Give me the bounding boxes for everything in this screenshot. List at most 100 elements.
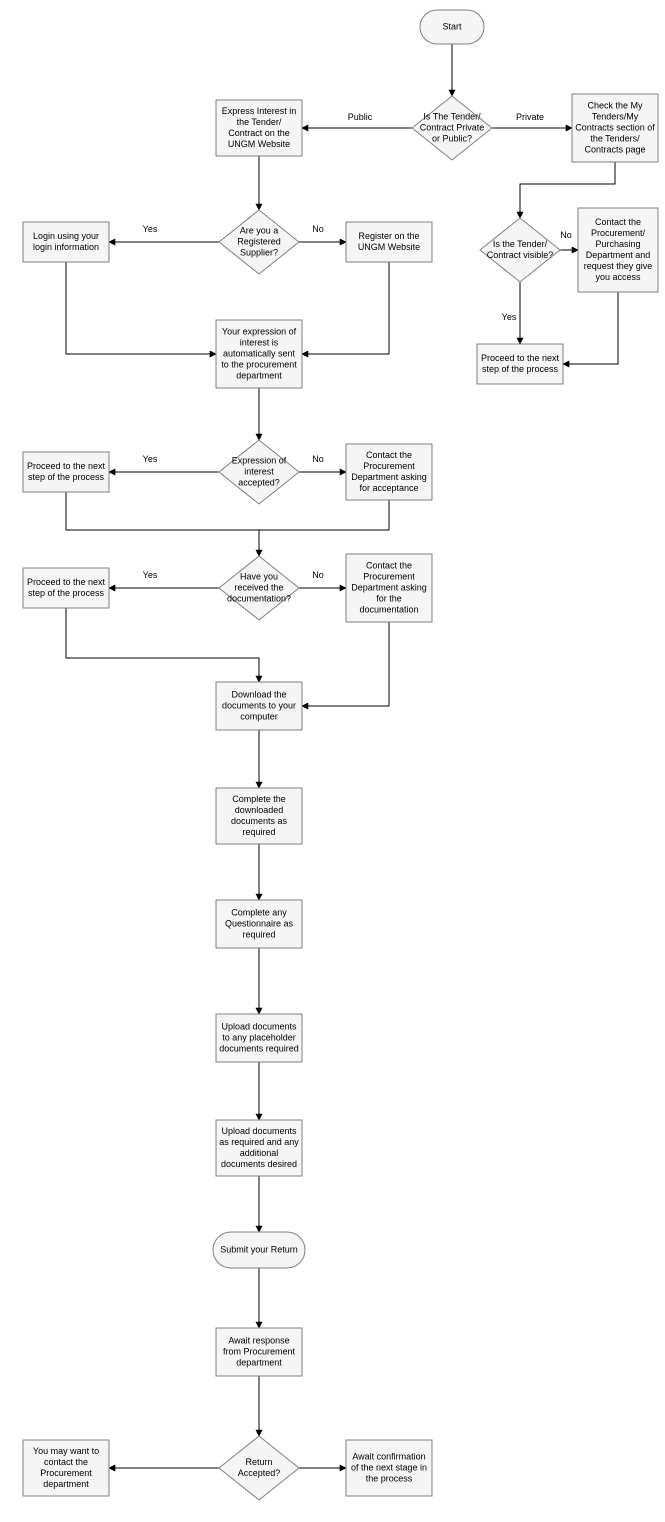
node-label: accepted? bbox=[238, 478, 280, 488]
node-label: interest is bbox=[240, 338, 279, 348]
node-contact_doc: Contact theProcurementDepartment askingf… bbox=[346, 554, 432, 622]
node-proceed_1: Proceed to the nextstep of the process bbox=[23, 452, 109, 492]
node-label: step of the process bbox=[28, 472, 105, 482]
node-label: Return bbox=[245, 1457, 272, 1467]
node-label: Department and bbox=[586, 250, 651, 260]
node-label: Questionnaire as bbox=[225, 919, 294, 929]
node-label: additional bbox=[240, 1148, 279, 1158]
node-label: downloaded bbox=[235, 805, 284, 815]
node-label: of the next stage in bbox=[351, 1463, 427, 1473]
node-label: Accepted? bbox=[238, 1468, 281, 1478]
node-label: Your expression of bbox=[222, 327, 297, 337]
node-label: Is The Tender/ bbox=[423, 112, 481, 122]
node-complete_quest: Complete anyQuestionnaire asrequired bbox=[216, 900, 302, 948]
edge bbox=[66, 262, 216, 354]
node-label: documentation? bbox=[227, 594, 291, 604]
node-label: Contract visible? bbox=[487, 250, 554, 260]
node-label: department bbox=[236, 371, 282, 381]
node-label: Are you a bbox=[240, 226, 279, 236]
node-label: Contact the bbox=[366, 561, 412, 571]
node-label: Tenders/My bbox=[592, 112, 639, 122]
node-label: for the bbox=[376, 594, 402, 604]
node-label: UNGM Website bbox=[228, 139, 290, 149]
node-label: you access bbox=[595, 272, 641, 282]
node-label: department bbox=[236, 1358, 282, 1368]
node-label: Express Interest in bbox=[222, 106, 297, 116]
node-label: the process bbox=[366, 1474, 413, 1484]
node-label: Contract Private bbox=[420, 123, 485, 133]
node-d_public_private: Is The Tender/Contract Privateor Public? bbox=[412, 96, 492, 160]
node-label: Proceed to the next bbox=[27, 577, 106, 587]
node-label: Expression of bbox=[232, 456, 287, 466]
edge-label: Yes bbox=[502, 312, 517, 322]
node-submit_return: Submit your Return bbox=[213, 1232, 305, 1268]
node-proceed_right: Proceed to the nextstep of the process bbox=[477, 344, 563, 384]
node-label: Await response bbox=[228, 1336, 289, 1346]
node-check_my_tenders: Check the MyTenders/MyContracts section … bbox=[572, 94, 658, 162]
node-label: Upload documents bbox=[221, 1126, 297, 1136]
edge-label: Yes bbox=[143, 224, 158, 234]
node-label: request they give bbox=[584, 261, 653, 271]
node-label: documents desired bbox=[221, 1159, 297, 1169]
edge-label: No bbox=[312, 224, 324, 234]
node-contact_acceptance: Contact theProcurementDepartment askingf… bbox=[346, 444, 432, 500]
node-label: Procurement bbox=[40, 1468, 92, 1478]
node-label: Procurement bbox=[363, 572, 415, 582]
node-label: received the bbox=[234, 583, 283, 593]
edge-label: No bbox=[312, 454, 324, 464]
node-d_visible: Is the Tender/Contract visible? bbox=[480, 218, 560, 282]
node-label: step of the process bbox=[482, 364, 559, 374]
node-label: You may want to bbox=[33, 1446, 99, 1456]
node-label: login information bbox=[33, 242, 99, 252]
edge-label: Yes bbox=[143, 454, 158, 464]
node-upload_placeholder: Upload documentsto any placeholderdocume… bbox=[216, 1014, 302, 1062]
node-d_registered: Are you aRegisteredSupplier? bbox=[219, 210, 299, 274]
node-label: Submit your Return bbox=[220, 1245, 298, 1255]
node-label: from Procurement bbox=[223, 1347, 296, 1357]
node-may_contact: You may want tocontact theProcurementdep… bbox=[23, 1440, 109, 1496]
edge-label: Public bbox=[348, 112, 373, 122]
edge bbox=[302, 622, 389, 706]
node-label: the Tenders/ bbox=[590, 134, 640, 144]
node-label: documentation bbox=[359, 605, 418, 615]
node-await_response: Await responsefrom Procurementdepartment bbox=[216, 1328, 302, 1376]
node-label: Proceed to the next bbox=[27, 461, 106, 471]
node-label: Department asking bbox=[351, 472, 427, 482]
node-label: Procurement bbox=[363, 461, 415, 471]
node-label: Download the bbox=[231, 690, 286, 700]
node-d_expr_accepted: Expression ofinterestaccepted? bbox=[219, 440, 299, 504]
edge bbox=[259, 500, 389, 530]
node-label: step of the process bbox=[28, 588, 105, 598]
node-label: Start bbox=[442, 22, 462, 32]
node-label: Contracts page bbox=[584, 145, 645, 155]
node-label: Have you bbox=[240, 572, 278, 582]
node-label: as required and any bbox=[219, 1137, 299, 1147]
node-download_docs: Download thedocuments to yourcomputer bbox=[216, 682, 302, 730]
node-proceed_2: Proceed to the nextstep of the process bbox=[23, 568, 109, 608]
node-label: the Tender/ bbox=[237, 117, 282, 127]
node-label: documents to your bbox=[222, 701, 296, 711]
edge bbox=[302, 262, 389, 354]
node-label: Department asking bbox=[351, 583, 427, 593]
node-label: required bbox=[242, 827, 275, 837]
node-label: Contracts section of bbox=[575, 123, 655, 133]
node-express_interest: Express Interest inthe Tender/Contract o… bbox=[216, 100, 302, 156]
node-label: Is the Tender/ bbox=[493, 239, 548, 249]
edge-label: Yes bbox=[143, 570, 158, 580]
node-label: Registered bbox=[237, 237, 281, 247]
node-label: Await confirmation bbox=[352, 1452, 425, 1462]
node-label: Purchasing bbox=[595, 239, 640, 249]
node-label: Complete the bbox=[232, 794, 286, 804]
flowchart: PublicPrivateYesNoNoYesYesNoYesNoStartIs… bbox=[0, 0, 665, 1522]
edge bbox=[563, 292, 618, 364]
node-label: for acceptance bbox=[359, 483, 418, 493]
node-label: Supplier? bbox=[240, 248, 278, 258]
node-complete_docs: Complete thedownloadeddocuments asrequir… bbox=[216, 788, 302, 844]
node-label: to the procurement bbox=[221, 360, 297, 370]
node-d_return_accepted: ReturnAccepted? bbox=[219, 1436, 299, 1500]
node-label: Complete any bbox=[231, 908, 287, 918]
node-label: interest bbox=[244, 467, 274, 477]
edge bbox=[66, 608, 259, 682]
node-label: Contract on the bbox=[228, 128, 290, 138]
node-label: documents as bbox=[231, 816, 288, 826]
